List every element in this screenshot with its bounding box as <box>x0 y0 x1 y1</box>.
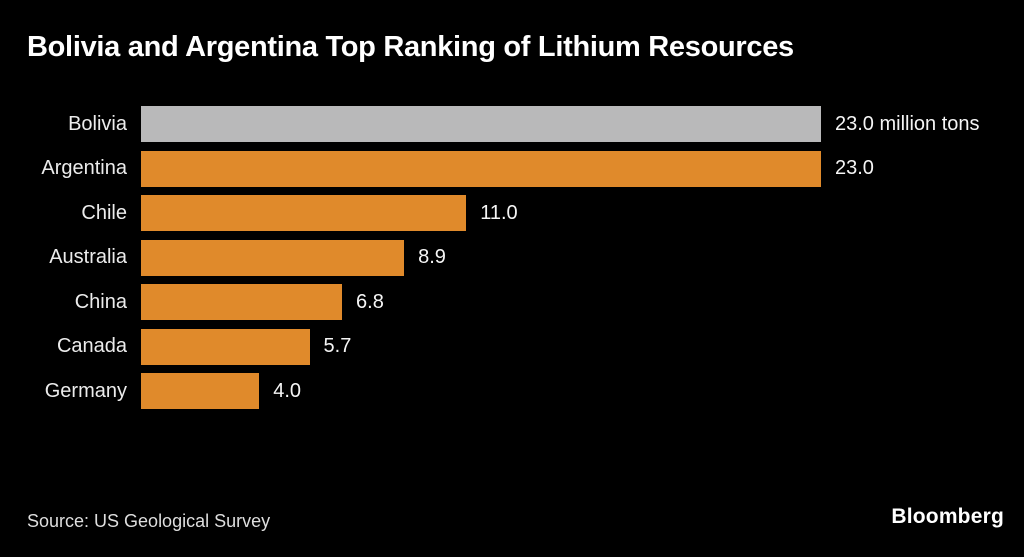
bar-row: Bolivia 23.0 million tons <box>0 106 1024 142</box>
bar <box>141 195 467 231</box>
category-label: China <box>74 290 127 313</box>
bar <box>141 150 821 187</box>
category-label: Chile <box>81 201 127 224</box>
bloomberg-logo: Bloomberg <box>891 505 1004 528</box>
bar-row: Chile 11.0 <box>0 195 1024 231</box>
value-label: 8.9 <box>418 246 446 268</box>
category-label: Argentina <box>41 157 127 179</box>
bar-rows: Bolivia 23.0 million tons Argentina 23.0 Chi… <box>0 106 1024 409</box>
bar <box>141 328 310 365</box>
bar <box>141 106 821 142</box>
bar-row: Australia 8.9 <box>0 239 1024 276</box>
source-note: Source: US Geological Survey <box>27 511 271 531</box>
bar <box>141 239 405 276</box>
value-label: 6.8 <box>356 290 384 313</box>
bar-row: Germany 4.0 <box>0 373 1024 409</box>
value-label: 23.0 million tons <box>835 112 980 135</box>
category-label: Australia <box>49 246 127 268</box>
chart-title: Bolivia and Argentina Top Ranking of Lit… <box>27 31 794 63</box>
value-label: 11.0 <box>480 201 518 224</box>
bar-row: Canada 5.7 <box>0 328 1024 365</box>
category-label: Canada <box>56 335 127 357</box>
category-label: Bolivia <box>68 112 127 135</box>
value-label: 23.0 <box>835 157 874 179</box>
bar-row: China 6.8 <box>0 284 1024 320</box>
category-label: Germany <box>44 379 127 402</box>
value-label: 4.0 <box>273 379 302 402</box>
bar <box>141 373 260 409</box>
bar <box>141 284 343 320</box>
value-label: 5.7 <box>323 335 352 357</box>
bar-row: Argentina 23.0 <box>0 150 1024 187</box>
